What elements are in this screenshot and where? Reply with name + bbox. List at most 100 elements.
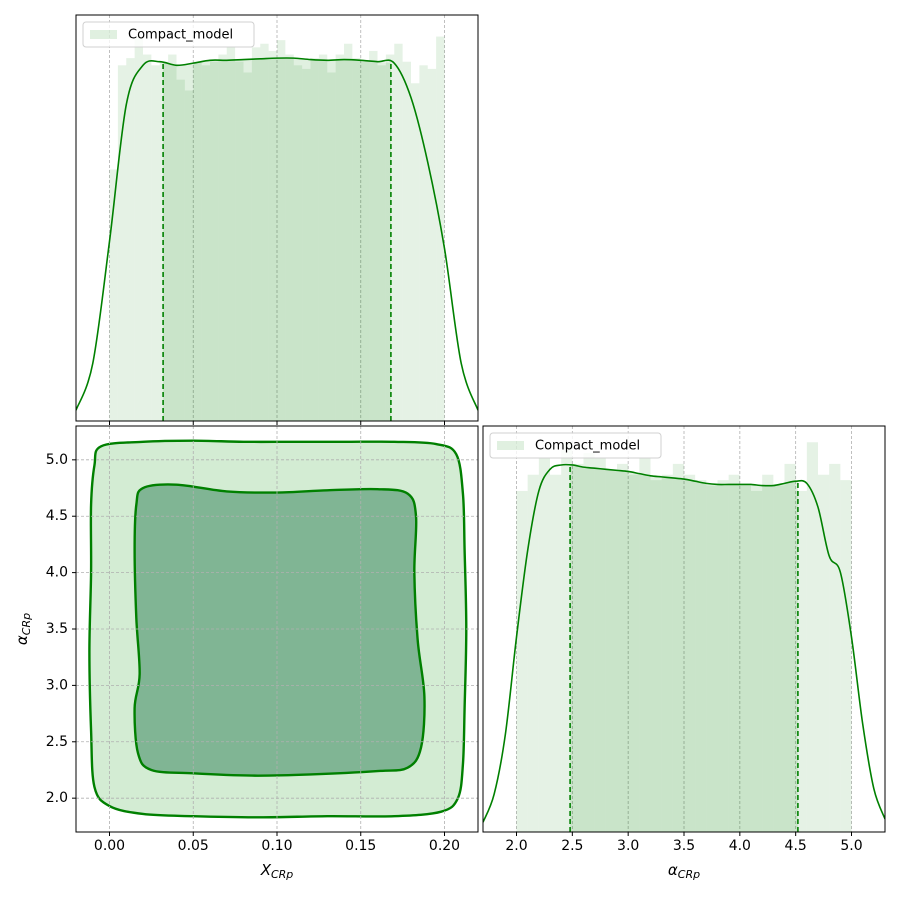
legend-label: Compact_model — [535, 439, 640, 454]
x-tick-label: 0.15 — [345, 838, 376, 854]
hist-bar — [661, 474, 673, 832]
hist-bar — [762, 474, 774, 832]
hist-bar — [310, 58, 319, 421]
hist-bar — [176, 79, 185, 421]
legend-box — [82, 21, 255, 48]
x-tick-label: 0.20 — [429, 838, 460, 854]
hist-bar — [377, 65, 386, 421]
hist-bar — [277, 40, 286, 421]
y-tick-label: 5.0 — [46, 452, 68, 468]
legend-label: Compact_model — [128, 28, 233, 43]
hist-bar — [210, 61, 219, 421]
x-axis-label-sub: CRp — [678, 868, 700, 881]
x-tick-label: 2.0 — [505, 838, 527, 854]
panel — [76, 426, 478, 832]
hist-bar — [706, 485, 718, 832]
hist-bar — [594, 458, 606, 832]
x-tick-label: 3.5 — [673, 838, 695, 854]
legend: Compact_model — [489, 432, 662, 459]
hist-bar — [335, 54, 344, 421]
hist-bar — [226, 47, 236, 421]
x-tick-label: 0.10 — [261, 838, 292, 854]
hist-bar — [327, 72, 336, 421]
x-tick-label: 4.0 — [729, 838, 751, 854]
hist-bar — [117, 65, 127, 421]
hist-bar — [218, 54, 227, 421]
legend-swatch — [90, 30, 117, 39]
hist-bar — [419, 65, 428, 421]
hist-bar — [628, 474, 640, 832]
y-axis-label-sub: CRp — [20, 613, 33, 635]
hist-bar — [251, 47, 261, 421]
hist-bar — [672, 463, 684, 832]
legend: Compact_model — [82, 21, 255, 48]
hist-bar — [168, 54, 177, 421]
hist-bar — [268, 50, 277, 421]
y-axis-label-main: α — [13, 635, 31, 645]
grid — [109, 15, 445, 421]
hist-bar — [583, 453, 595, 832]
hist-bar — [235, 61, 244, 421]
kde-curve — [76, 57, 478, 411]
hist-bar — [352, 58, 361, 421]
y-tick-label: 3.5 — [46, 621, 68, 637]
hist-bar — [369, 50, 378, 421]
hist-bar — [184, 90, 194, 421]
y-tick-label: 3.0 — [46, 677, 68, 693]
x-tick-label: 4.5 — [785, 838, 807, 854]
hist-bar — [829, 463, 841, 832]
contour — [133, 483, 426, 777]
hist-bar — [538, 458, 550, 832]
hist-bar — [243, 72, 252, 421]
x-axis-label-sub: CRp — [271, 868, 293, 881]
hist-bar — [795, 490, 807, 832]
y-axis-label: αCRp — [13, 613, 34, 645]
hist-bar — [773, 485, 785, 832]
hist-bar — [109, 169, 118, 421]
hist-bar — [134, 36, 143, 421]
grid — [516, 426, 852, 832]
hist-bar — [260, 43, 269, 421]
hist-bar — [302, 68, 311, 421]
hist-bar — [293, 65, 303, 421]
y-tick-label: 4.0 — [46, 565, 68, 581]
hist-bar — [516, 490, 528, 832]
x-axis-label: XCRp — [260, 861, 294, 882]
axes-frame — [75, 425, 479, 833]
hist-bar — [126, 58, 135, 421]
hist-bar — [201, 65, 210, 421]
hist-bar — [572, 463, 584, 832]
panel — [483, 426, 885, 832]
hist-bar — [739, 485, 751, 832]
y-tick-label: 2.5 — [46, 734, 68, 750]
hist-bar — [784, 463, 796, 832]
hist-bar — [617, 463, 629, 832]
x-axis-label-main: X — [260, 861, 272, 879]
x-tick-label: 0.00 — [94, 838, 125, 854]
legend-box — [489, 432, 662, 459]
axes-frame — [75, 14, 479, 422]
hist-bar — [561, 442, 573, 832]
hist-bar — [285, 54, 294, 421]
panel — [76, 15, 478, 421]
hist-bar — [527, 474, 539, 832]
hist-bar — [717, 480, 729, 832]
hist-bar — [360, 61, 370, 421]
y-tick-label: 2.0 — [46, 790, 68, 806]
x-tick-label: 0.05 — [178, 838, 209, 854]
hist-bar — [193, 61, 202, 421]
x-tick-label: 3.0 — [617, 838, 639, 854]
hist-bar — [344, 43, 353, 421]
x-axis-label-main: α — [668, 861, 678, 879]
interval-area — [570, 464, 798, 832]
legend-swatch — [497, 441, 524, 450]
x-tick-label: 5.0 — [840, 838, 862, 854]
hist-bar — [751, 490, 763, 832]
kde-curve — [483, 463, 885, 823]
x-axis-label: αCRp — [668, 861, 700, 882]
hist-bar — [806, 442, 818, 832]
grid — [76, 426, 478, 832]
hist-bar — [728, 474, 740, 832]
y-tick-label: 4.5 — [46, 508, 68, 524]
